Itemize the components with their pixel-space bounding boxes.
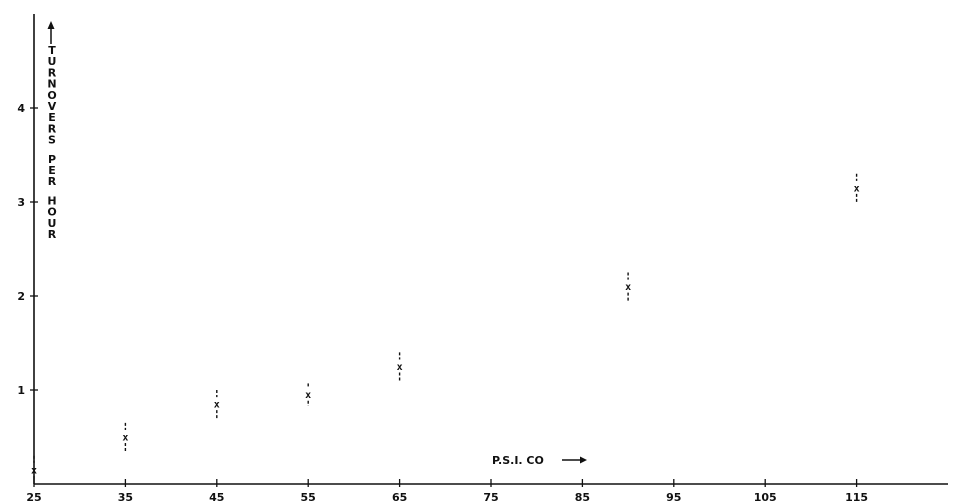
x-tick-label: 85 <box>575 491 590 504</box>
x-axis-label: P.S.I. CO <box>492 454 544 467</box>
y-axis-label-char: R <box>48 66 57 79</box>
y-axis-label-char: O <box>47 206 56 219</box>
y-axis-label-char: R <box>48 122 57 135</box>
y-tick-label: 1 <box>17 384 25 397</box>
data-point: x <box>397 362 403 373</box>
x-tick-label: 35 <box>118 491 133 504</box>
x-tick-label: 55 <box>301 491 316 504</box>
x-tick-label: 95 <box>666 491 681 504</box>
y-tick-label: 3 <box>17 196 25 209</box>
x-tick-label: 25 <box>26 491 41 504</box>
data-point: x <box>31 465 37 476</box>
y-axis-label-char: H <box>47 194 56 207</box>
y-axis-label-char: O <box>47 89 56 102</box>
x-axis-arrow-head <box>580 456 587 464</box>
x-tick-label: 115 <box>845 491 868 504</box>
x-tick-label: 105 <box>754 491 777 504</box>
y-axis-label-char: P <box>48 153 56 166</box>
data-point: x <box>122 433 128 444</box>
data-point: x <box>214 400 220 411</box>
y-axis-label-char: R <box>48 228 57 241</box>
y-axis-label-char: E <box>48 111 56 124</box>
y-axis-label-char: S <box>48 134 56 147</box>
x-tick-label: 75 <box>483 491 498 504</box>
data-point: x <box>305 390 311 401</box>
y-axis-label-char: R <box>48 175 57 188</box>
y-axis-label-char: U <box>48 55 57 68</box>
y-axis-label-char: N <box>47 78 56 91</box>
y-axis-arrow <box>47 21 55 44</box>
y-tick-label: 2 <box>17 290 25 303</box>
x-axis-label-group: P.S.I. CO <box>492 454 587 467</box>
data-point: x <box>854 183 860 194</box>
y-axis-label-char: T <box>48 44 56 57</box>
y-axis-label-char: V <box>48 100 57 113</box>
y-tick-label: 4 <box>17 102 25 115</box>
x-tick-label: 45 <box>209 491 224 504</box>
y-axis-label-char: E <box>48 164 56 177</box>
y-axis-label-char: U <box>48 217 57 230</box>
data-point: x <box>625 282 631 293</box>
x-tick-label: 65 <box>392 491 407 504</box>
